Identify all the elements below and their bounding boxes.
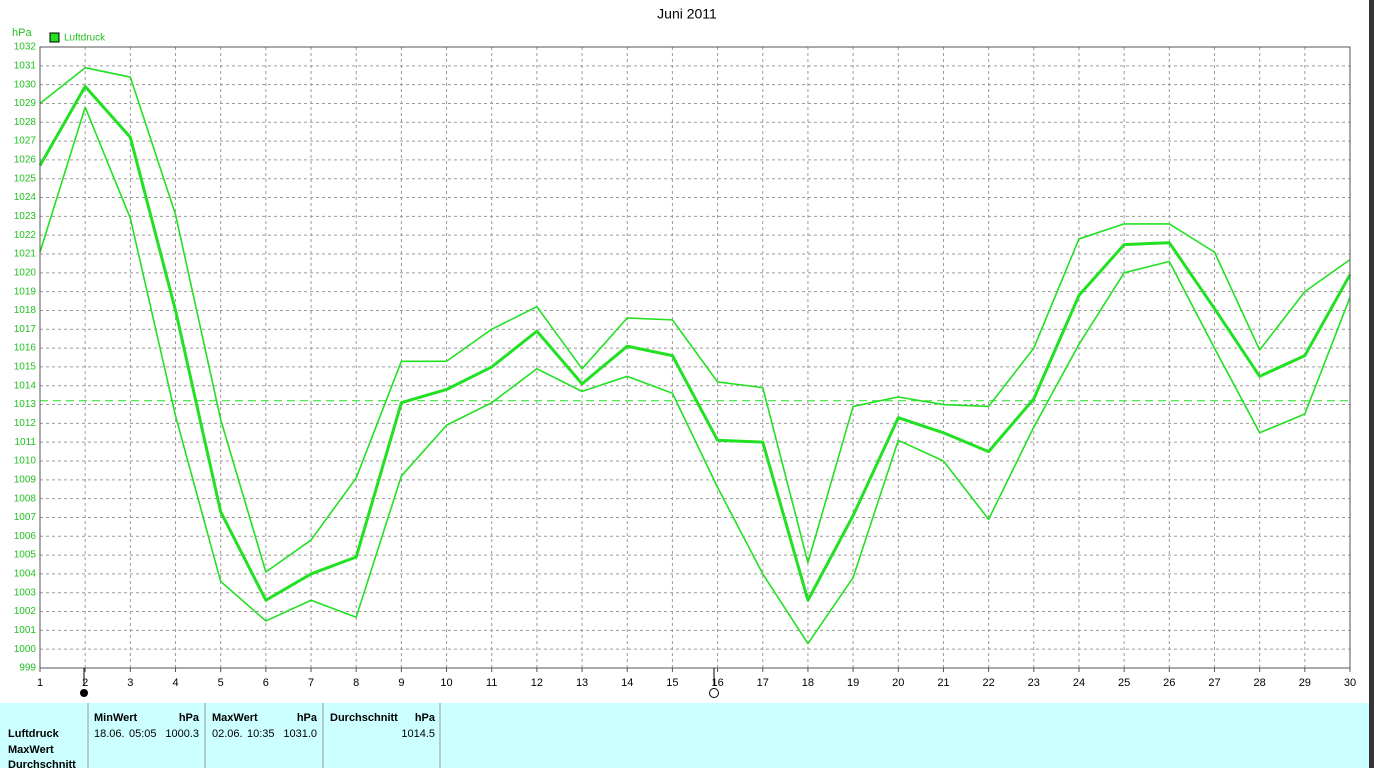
x-tick-label: 11: [486, 677, 497, 689]
value: 1014.5: [401, 728, 435, 740]
date: 02.06.: [212, 728, 243, 740]
x-tick-label: 20: [892, 677, 904, 689]
x-tick-label: 5: [218, 677, 224, 689]
x-tick-label: 29: [1299, 677, 1311, 689]
series-line: [39, 66, 1351, 573]
value: 1000.3: [165, 728, 199, 740]
x-tick-label: 19: [847, 677, 859, 689]
y-tick-label: 1014: [14, 380, 37, 391]
y-tick-label: 1030: [14, 79, 37, 90]
y-tick-label: 1021: [14, 249, 37, 260]
x-tick-label: 10: [440, 677, 452, 689]
summary-table: Luftdruck MaxWert Durchschnitt MinWert h…: [0, 703, 1369, 768]
y-unit: hPa: [12, 27, 32, 39]
y-tick-label: 1031: [14, 60, 37, 71]
legend-swatch: [49, 32, 60, 43]
y-tick-label: 1017: [14, 324, 37, 335]
y-tick-label: 1018: [14, 305, 37, 316]
y-tick-label: 1012: [14, 418, 37, 429]
table-background: [0, 703, 1369, 768]
y-tick-label: 1013: [14, 399, 37, 410]
x-tick-label: 14: [621, 677, 633, 689]
max-marker: [80, 689, 88, 697]
y-tick-label: 1015: [14, 362, 37, 373]
x-tick-label: 16: [711, 677, 723, 689]
column-header: MinWert: [94, 712, 138, 724]
y-tick-label: 999: [19, 663, 36, 674]
series-line: [38, 85, 1352, 602]
column-unit: hPa: [297, 712, 318, 724]
date: 18.06.: [94, 728, 125, 740]
y-tick-label: 1020: [14, 267, 37, 278]
x-tick-label: 2: [82, 677, 88, 689]
x-tick-label: 1: [37, 677, 43, 689]
y-tick-label: 1027: [14, 136, 37, 147]
y-tick-label: 1028: [14, 117, 37, 128]
x-tick-label: 7: [308, 677, 314, 689]
plot-border: [39, 46, 1351, 669]
time: 10:35: [247, 728, 275, 740]
x-tick-label: 12: [531, 677, 543, 689]
y-tick-label: 1008: [14, 493, 37, 504]
y-tick-label: 1022: [14, 230, 37, 241]
chart-title: Juni 2011: [657, 6, 717, 22]
y-tick-label: 1005: [14, 550, 37, 561]
x-tick-label: 28: [1254, 677, 1266, 689]
x-tick-label: 4: [172, 677, 178, 689]
column-unit: hPa: [415, 712, 436, 724]
y-tick-label: 1011: [14, 437, 36, 448]
x-tick-label: 21: [937, 677, 949, 689]
x-tick-label: 17: [757, 677, 769, 689]
x-tick-label: 30: [1344, 677, 1356, 689]
y-tick-label: 1000: [14, 644, 37, 655]
x-tick-label: 9: [398, 677, 404, 689]
y-tick-label: 1019: [14, 286, 37, 297]
x-tick-label: 27: [1208, 677, 1220, 689]
column-header: MaxWert: [212, 712, 258, 724]
y-tick-label: 1010: [14, 456, 37, 467]
row-label: Luftdruck: [8, 728, 60, 740]
y-tick-label: 1002: [14, 606, 37, 617]
value: 1031.0: [283, 728, 317, 740]
row-label: Durchschnitt: [8, 759, 76, 768]
column-header: Durchschnitt: [330, 712, 398, 724]
y-tick-label: 1024: [14, 192, 37, 203]
y-tick-label: 1029: [14, 98, 37, 109]
x-tick-label: 3: [127, 677, 133, 689]
y-tick-label: 1003: [14, 587, 37, 598]
y-tick-label: 1006: [14, 531, 37, 542]
y-tick-label: 1001: [14, 625, 37, 636]
window-edge: [1369, 0, 1374, 768]
x-tick-label: 24: [1073, 677, 1085, 689]
x-tick-label: 23: [1028, 677, 1040, 689]
x-tick-label: 18: [802, 677, 814, 689]
y-tick-label: 1007: [14, 512, 37, 523]
y-tick-label: 1023: [14, 211, 37, 222]
x-tick-label: 8: [353, 677, 359, 689]
y-tick-label: 1032: [14, 42, 37, 53]
y-tick-label: 1004: [14, 569, 37, 580]
x-tick-label: 15: [666, 677, 678, 689]
plot: 999 1000 1001 1002 1003 1004 1005 1006 1007 1008 1…: [14, 42, 1356, 689]
y-tick-label: 1025: [14, 173, 37, 184]
x-tick-label: 13: [576, 677, 588, 689]
row-label: MaxWert: [8, 744, 54, 756]
x-tick-label: 25: [1118, 677, 1130, 689]
y-tick-label: 1009: [14, 474, 37, 485]
series-line: [39, 106, 1351, 645]
column-unit: hPa: [179, 712, 200, 724]
y-tick-label: 1026: [14, 155, 37, 166]
min-marker: [709, 688, 719, 698]
y-tick-label: 1016: [14, 343, 37, 354]
x-tick-label: 6: [263, 677, 269, 689]
x-tick-label: 26: [1163, 677, 1175, 689]
time: 05:05: [129, 728, 157, 740]
legend-label: Luftdruck: [64, 33, 106, 44]
x-tick-label: 22: [982, 677, 994, 689]
